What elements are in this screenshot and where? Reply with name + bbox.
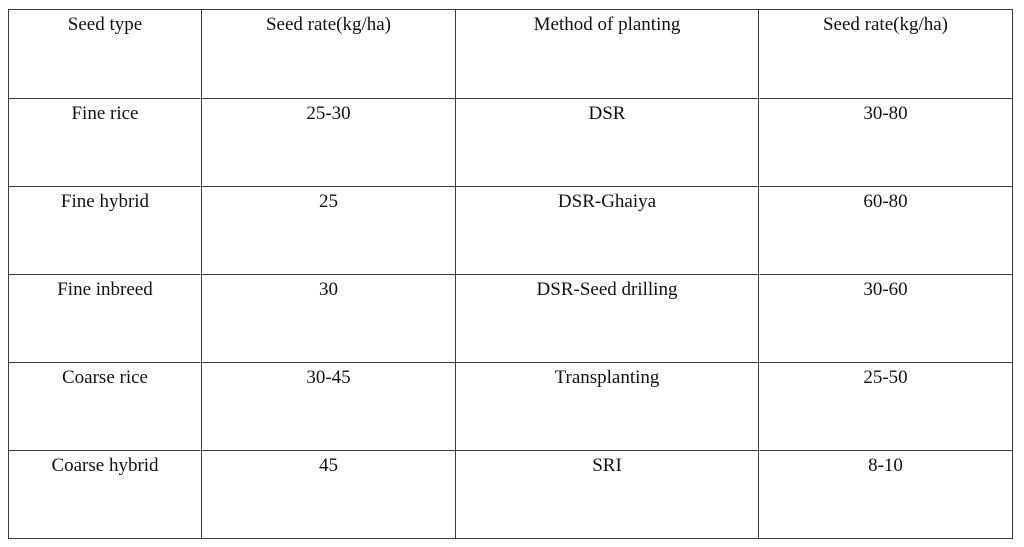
cell-seed-type: Fine rice xyxy=(8,98,202,187)
cell-method: DSR xyxy=(455,98,759,187)
cell-seed-rate-2: 60-80 xyxy=(758,186,1013,275)
table-row: Fine inbreed 30 DSR-Seed drilling 30-60 xyxy=(8,274,1013,363)
cell-seed-rate-1: 25 xyxy=(201,186,456,275)
cell-seed-rate-2: 8-10 xyxy=(758,450,1013,539)
header-seed-rate-1: Seed rate(kg/ha) xyxy=(201,9,456,99)
table-row: Fine hybrid 25 DSR-Ghaiya 60-80 xyxy=(8,186,1013,275)
cell-seed-rate-1: 25-30 xyxy=(201,98,456,187)
cell-seed-rate-1: 30 xyxy=(201,274,456,363)
table-row: Coarse rice 30-45 Transplanting 25-50 xyxy=(8,362,1013,451)
cell-seed-rate-2: 25-50 xyxy=(758,362,1013,451)
cell-seed-rate-1: 30-45 xyxy=(201,362,456,451)
cell-method: DSR-Seed drilling xyxy=(455,274,759,363)
cell-seed-rate-2: 30-80 xyxy=(758,98,1013,187)
cell-method: DSR-Ghaiya xyxy=(455,186,759,275)
seed-rate-table: Seed type Seed rate(kg/ha) Method of pla… xyxy=(8,9,1013,539)
cell-seed-type: Fine hybrid xyxy=(8,186,202,275)
table-row: Coarse hybrid 45 SRI 8-10 xyxy=(8,450,1013,539)
cell-seed-type: Fine inbreed xyxy=(8,274,202,363)
cell-seed-type: Coarse hybrid xyxy=(8,450,202,539)
cell-seed-rate-1: 45 xyxy=(201,450,456,539)
header-row: Seed type Seed rate(kg/ha) Method of pla… xyxy=(8,9,1013,99)
cell-seed-rate-2: 30-60 xyxy=(758,274,1013,363)
cell-method: SRI xyxy=(455,450,759,539)
header-seed-rate-2: Seed rate(kg/ha) xyxy=(758,9,1013,99)
cell-seed-type: Coarse rice xyxy=(8,362,202,451)
header-method-of-planting: Method of planting xyxy=(455,9,759,99)
table-row: Fine rice 25-30 DSR 30-80 xyxy=(8,98,1013,187)
cell-method: Transplanting xyxy=(455,362,759,451)
header-seed-type: Seed type xyxy=(8,9,202,99)
